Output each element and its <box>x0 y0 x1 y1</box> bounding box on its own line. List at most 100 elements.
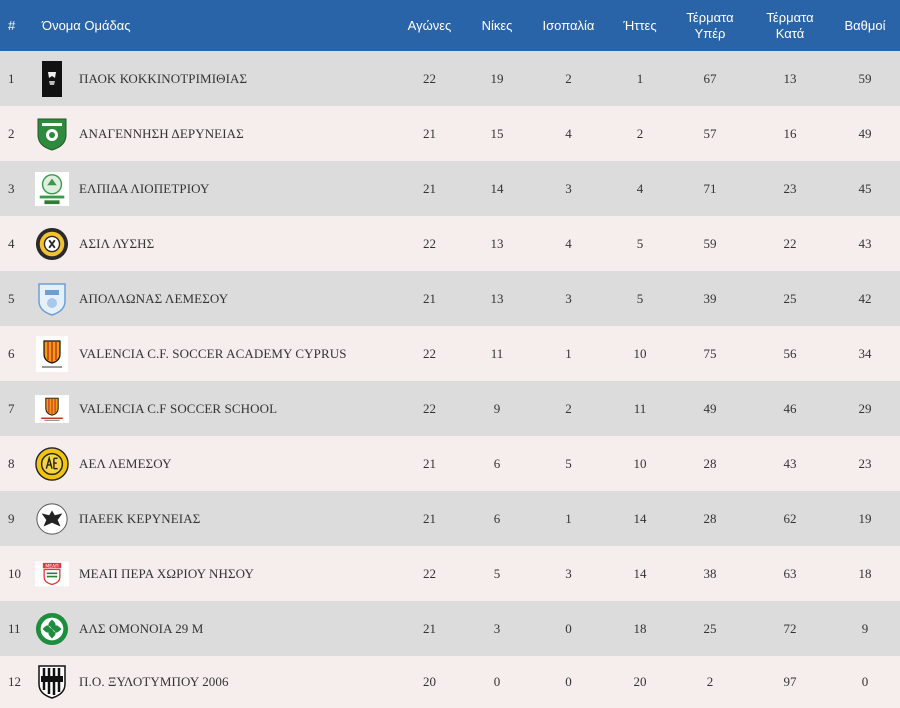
table-row[interactable]: 7 VALENCIA C.F SOCCER SCHOOL 22 9 2 11 49 46 29 <box>0 381 900 436</box>
header-points[interactable]: Βαθμοί <box>844 17 886 33</box>
team-name[interactable]: ΑΕΛ ΛΕΜΕΣΟΥ <box>79 455 172 471</box>
header-goals-against[interactable]: Τέρματα Κατά <box>750 0 830 51</box>
position-cell: 11 <box>8 620 21 636</box>
team-info[interactable]: ΑΠΟΛΛΩΝΑΣ ΛΕΜΕΣΟΥ <box>35 281 391 317</box>
table-row[interactable]: 2 ΑΝΑΓΕΝΝΗΣΗ ΔΕΡΥΝΕΙΑΣ 21 15 4 2 57 16 49 <box>0 106 900 161</box>
team-cell[interactable]: ΕΛΠΙΔΑ ΛΙΟΠΕΤΡΙΟΥ <box>34 161 392 216</box>
points-cell: 19 <box>858 510 872 526</box>
points-cell: 9 <box>861 620 869 636</box>
wins-cell: 19 <box>490 70 504 86</box>
header-team-name[interactable]: Όνομα Ομάδας <box>42 17 131 33</box>
losses-cell: 20 <box>633 674 647 689</box>
draws-cell: 1 <box>565 345 572 361</box>
position-cell: 12 <box>8 674 21 689</box>
team-name[interactable]: Π.Ο. ΞΥΛΟΤΥΜΠΟΥ 2006 <box>79 674 229 689</box>
draws-cell: 2 <box>565 400 572 416</box>
goals-for-cell: 28 <box>703 510 717 526</box>
draws-cell: 3 <box>565 565 572 581</box>
wins-cell: 9 <box>493 400 501 416</box>
team-cell[interactable]: ΑΝΑΓΕΝΝΗΣΗ ΔΕΡΥΝΕΙΑΣ <box>34 106 392 161</box>
team-cell[interactable]: ΑΛΣ ΟΜΟΝΟΙΑ 29 Μ <box>34 601 392 656</box>
points-cell: 0 <box>861 674 869 689</box>
team-name[interactable]: ΑΠΟΛΛΩΝΑΣ ΛΕΜΕΣΟΥ <box>79 290 229 306</box>
goals-for-cell: 49 <box>703 400 717 416</box>
team-info[interactable]: ΑΕΛ ΛΕΜΕΣΟΥ <box>35 446 391 482</box>
position-cell: 4 <box>8 235 15 251</box>
elpida-crest-icon <box>35 171 69 207</box>
team-cell[interactable]: Π.Ο. ΞΥΛΟΤΥΜΠΟΥ 2006 <box>34 656 392 708</box>
points-cell: 34 <box>858 345 872 361</box>
goals-against-cell: 46 <box>783 400 797 416</box>
played-cell: 21 <box>423 125 436 141</box>
goals-against-cell: 25 <box>783 290 797 306</box>
header-draws[interactable]: Ισοπαλία <box>542 17 595 33</box>
team-cell[interactable]: ΑΣΙΛ ΛΥΣΗΣ <box>34 216 392 271</box>
team-name[interactable]: ΠΑΟΚ ΚΟΚΚΙΝΟΤΡΙΜΙΘΙΑΣ <box>79 70 248 86</box>
team-name[interactable]: ΑΣΙΛ ΛΥΣΗΣ <box>79 235 155 251</box>
wins-cell: 3 <box>493 620 501 636</box>
team-info[interactable]: ΑΣΙΛ ΛΥΣΗΣ <box>35 226 391 262</box>
header-goals-for[interactable]: Τέρματα Υπέρ <box>670 0 750 51</box>
played-cell: 21 <box>423 290 436 306</box>
table-row[interactable]: 8 ΑΕΛ ΛΕΜΕΣΟΥ 21 6 5 10 28 43 23 <box>0 436 900 491</box>
team-name[interactable]: VALENCIA C.F. SOCCER ACADEMY CYPRUS <box>79 345 347 361</box>
goals-against-cell: 72 <box>783 620 797 636</box>
team-info[interactable]: ΠΑΕΕΚ ΚΕΡΥΝΕΙΑΣ <box>35 501 391 537</box>
losses-cell: 14 <box>633 510 647 526</box>
team-info[interactable]: ΑΛΣ ΟΜΟΝΟΙΑ 29 Μ <box>35 611 391 647</box>
team-name[interactable]: ΑΝΑΓΕΝΝΗΣΗ ΔΕΡΥΝΕΙΑΣ <box>79 125 244 141</box>
table-row[interactable]: 4 ΑΣΙΛ ΛΥΣΗΣ 22 13 4 5 59 22 43 <box>0 216 900 271</box>
draws-cell: 3 <box>565 290 572 306</box>
points-cell: 42 <box>858 290 872 306</box>
team-cell[interactable]: VALENCIA C.F. SOCCER ACADEMY CYPRUS <box>34 326 392 381</box>
goals-against-cell: 23 <box>783 180 797 196</box>
team-info[interactable]: ΠΑΟΚ ΚΟΚΚΙΝΟΤΡΙΜΙΘΙΑΣ <box>35 60 391 97</box>
team-info[interactable]: Π.Ο. ΞΥΛΟΤΥΜΠΟΥ 2006 <box>35 664 391 700</box>
header-goals-against-line1: Τέρματα <box>766 9 814 25</box>
played-cell: 22 <box>423 345 436 361</box>
table-row[interactable]: 6 VALENCIA C.F. SOCCER ACADEMY CYPRUS 22 11… <box>0 326 900 381</box>
table-row[interactable]: 11 ΑΛΣ ΟΜΟΝΟΙΑ 29 Μ 21 3 0 18 25 72 9 <box>0 601 900 656</box>
header-position[interactable]: # <box>8 17 16 33</box>
goals-against-cell: 56 <box>783 345 797 361</box>
header-losses[interactable]: Ήττες <box>623 17 657 33</box>
team-cell[interactable]: ΜΕΑΠ ΜΕΑΠ ΠΕΡΑ ΧΩΡΙΟΥ ΝΗΣΟΥ <box>34 546 392 601</box>
header-goals-for-line1: Τέρματα <box>686 9 734 25</box>
team-cell[interactable]: ΑΕΛ ΛΕΜΕΣΟΥ <box>34 436 392 491</box>
draws-cell: 3 <box>565 180 572 196</box>
team-name[interactable]: VALENCIA C.F SOCCER SCHOOL <box>79 400 278 416</box>
team-info[interactable]: ΑΝΑΓΕΝΝΗΣΗ ΔΕΡΥΝΕΙΑΣ <box>35 116 391 152</box>
points-cell: 49 <box>858 125 872 141</box>
team-cell[interactable]: VALENCIA C.F SOCCER SCHOOL <box>34 381 392 436</box>
team-cell[interactable]: ΑΠΟΛΛΩΝΑΣ ΛΕΜΕΣΟΥ <box>34 271 392 326</box>
team-info[interactable]: VALENCIA C.F SOCCER SCHOOL <box>35 391 391 427</box>
team-name[interactable]: ΕΛΠΙΔΑ ΛΙΟΠΕΤΡΙΟΥ <box>79 180 210 196</box>
table-row[interactable]: 3 ΕΛΠΙΔΑ ΛΙΟΠΕΤΡΙΟΥ 21 14 3 4 71 23 45 <box>0 161 900 216</box>
goals-against-cell: 97 <box>783 674 797 689</box>
table-row[interactable]: 10 ΜΕΑΠ ΜΕΑΠ ΠΕΡΑ ΧΩΡΙΟΥ ΝΗΣΟΥ 22 5 3 14 38 63 18 <box>0 546 900 601</box>
played-cell: 20 <box>423 674 436 689</box>
team-name[interactable]: ΠΑΕΕΚ ΚΕΡΥΝΕΙΑΣ <box>79 510 201 526</box>
table-row[interactable]: 12 Π.Ο. ΞΥΛΟΤΥΜΠΟΥ 2006 20 0 0 20 2 97 0 <box>0 656 900 708</box>
table-row[interactable]: 1 ΠΑΟΚ ΚΟΚΚΙΝΟΤΡΙΜΙΘΙΑΣ 22 19 2 1 67 13 59 <box>0 51 900 106</box>
xylotymbou-crest-icon <box>35 664 69 700</box>
asil-crest-icon <box>35 226 69 262</box>
paeek-crest-icon <box>35 501 69 537</box>
wins-cell: 0 <box>493 674 501 689</box>
team-info[interactable]: VALENCIA C.F. SOCCER ACADEMY CYPRUS <box>35 335 391 372</box>
header-played[interactable]: Αγώνες <box>407 17 452 33</box>
draws-cell: 0 <box>565 674 572 689</box>
goals-for-cell: 38 <box>703 565 717 581</box>
played-cell: 22 <box>423 565 436 581</box>
table-row[interactable]: 9 ΠΑΕΕΚ ΚΕΡΥΝΕΙΑΣ 21 6 1 14 28 62 19 <box>0 491 900 546</box>
team-info[interactable]: ΕΛΠΙΔΑ ΛΙΟΠΕΤΡΙΟΥ <box>35 171 391 207</box>
goals-for-cell: 75 <box>703 345 717 361</box>
header-wins[interactable]: Νίκες <box>481 17 513 33</box>
table-row[interactable]: 5 ΑΠΟΛΛΩΝΑΣ ΛΕΜΕΣΟΥ 21 13 3 5 39 25 42 <box>0 271 900 326</box>
team-info[interactable]: ΜΕΑΠ ΜΕΑΠ ΠΕΡΑ ΧΩΡΙΟΥ ΝΗΣΟΥ <box>35 556 391 592</box>
draws-cell: 4 <box>565 235 572 251</box>
team-name[interactable]: ΜΕΑΠ ΠΕΡΑ ΧΩΡΙΟΥ ΝΗΣΟΥ <box>79 565 255 581</box>
team-cell[interactable]: ΠΑΕΕΚ ΚΕΡΥΝΕΙΑΣ <box>34 491 392 546</box>
team-name[interactable]: ΑΛΣ ΟΜΟΝΟΙΑ 29 Μ <box>79 620 204 636</box>
team-cell[interactable]: ΠΑΟΚ ΚΟΚΚΙΝΟΤΡΙΜΙΘΙΑΣ <box>34 51 392 106</box>
